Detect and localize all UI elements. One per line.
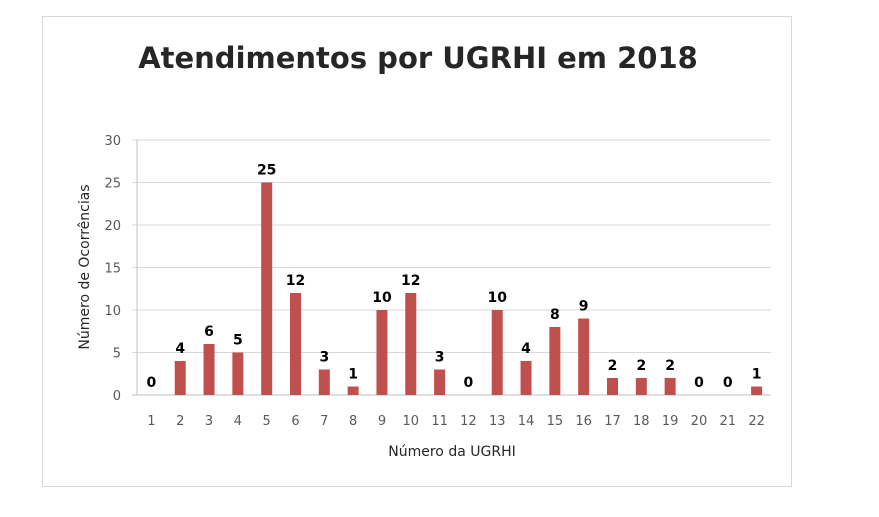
x-tick-label: 13 [489,414,506,429]
bar [347,386,359,395]
y-tick-label: 10 [104,304,121,319]
data-label: 10 [372,290,392,306]
bar [635,378,647,395]
data-label: 2 [665,358,675,374]
bar [174,361,186,395]
x-tick-label: 21 [719,414,736,429]
x-tick-label: 20 [691,414,708,429]
y-tick-label: 30 [104,134,121,149]
data-label: 3 [319,350,329,366]
x-tick-label: 2 [176,414,184,429]
x-tick-label: 14 [518,414,535,429]
x-tick-label: 1 [147,414,155,429]
y-tick-label: 25 [104,177,121,192]
x-tick-label: 10 [402,414,419,429]
x-tick-label: 4 [234,414,242,429]
data-label: 12 [401,273,420,289]
y-axis-label: Número de Ocorrências [77,184,93,349]
data-label: 0 [694,375,704,391]
x-tick-label: 12 [460,414,477,429]
x-tick-label: 15 [547,414,564,429]
bar [261,182,273,395]
x-tick-label: 22 [748,414,765,429]
data-label: 6 [204,324,214,340]
x-tick-label: 9 [378,414,386,429]
bar [203,344,215,395]
x-axis-label: Número da UGRHI [388,444,515,460]
bar [376,310,388,395]
data-label: 12 [286,273,305,289]
x-tick-label: 17 [604,414,621,429]
bar [405,293,417,395]
bar [290,293,301,395]
x-tick-label: 19 [662,414,679,429]
bar [318,369,330,395]
data-label: 2 [636,358,646,374]
bar [491,310,503,395]
bar [607,378,618,395]
bar [578,318,590,395]
data-label: 0 [723,375,733,391]
data-label: 4 [175,341,185,357]
x-tick-label: 11 [431,414,448,429]
x-tick-label: 3 [205,414,213,429]
data-label: 4 [521,341,531,357]
x-tick-label: 8 [349,414,357,429]
data-label: 0 [147,375,157,391]
data-label: 25 [257,163,276,179]
y-tick-label: 15 [104,262,121,277]
bar [434,369,446,395]
data-label: 2 [608,358,618,374]
chart-frame [42,16,792,487]
data-label: 1 [348,367,358,383]
bar [549,327,561,395]
x-tick-label: 18 [633,414,650,429]
bar [520,361,532,395]
bar [232,352,244,395]
data-label: 9 [579,299,589,315]
x-tick-label: 7 [320,414,328,429]
bar [751,386,763,395]
data-label: 8 [550,307,560,323]
y-tick-label: 0 [113,389,121,404]
data-label: 1 [752,367,762,383]
x-tick-label: 6 [291,414,299,429]
x-tick-label: 5 [263,414,271,429]
y-tick-label: 5 [113,347,121,362]
x-tick-label: 16 [575,414,592,429]
data-label: 10 [487,290,507,306]
chart-title: Atendimentos por UGRHI em 2018 [138,41,698,75]
data-label: 0 [464,375,474,391]
data-label: 3 [435,350,445,366]
data-label: 5 [233,333,243,349]
bar [664,378,676,395]
y-tick-label: 20 [104,219,121,234]
